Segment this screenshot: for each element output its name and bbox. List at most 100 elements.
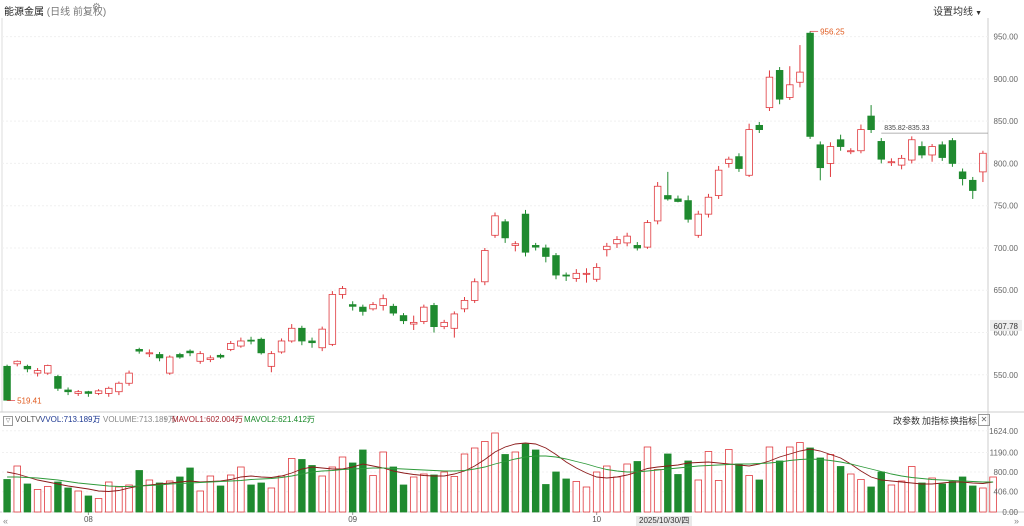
volume-bar (23, 483, 32, 513)
volume-bar (847, 473, 855, 513)
volume-bar (684, 460, 692, 513)
candle-body (562, 274, 570, 277)
volume-bar (857, 479, 865, 513)
volume-arrow-icon: ↑ (163, 415, 167, 424)
candle-body (318, 328, 326, 349)
low-label: 519.41 (17, 397, 42, 406)
switch-indicator-button[interactable]: 换指标 (950, 416, 978, 426)
price-tick-label: 650.00 (994, 286, 1019, 295)
candle-body (542, 247, 550, 257)
change-params-button[interactable]: 改参数 (893, 416, 921, 426)
candle-body (84, 391, 93, 394)
volv-label: VOLTV (15, 415, 41, 424)
gear-icon[interactable]: ⚙ (92, 2, 101, 13)
candle-body (664, 195, 672, 200)
candle-body (552, 255, 560, 276)
volume-bar (806, 447, 814, 513)
volume-bar (826, 454, 835, 513)
volume-bar (887, 484, 896, 513)
volume-bar (54, 481, 62, 513)
volume-bar (664, 453, 672, 513)
mavol2-arrow-icon: ↑ (306, 415, 310, 424)
candle-body (44, 365, 52, 374)
candle-body (145, 352, 154, 355)
candle-body (704, 196, 713, 215)
price-tick-label: 550.00 (994, 371, 1019, 380)
price-tick-label: 700.00 (994, 244, 1019, 253)
volume-bar (94, 498, 103, 513)
candle-body (216, 354, 225, 358)
volume-bar (237, 466, 245, 513)
candle-body (938, 144, 946, 158)
volume-bar (653, 469, 662, 513)
range-label: 835.82-835.33 (884, 125, 929, 132)
volume-bar (64, 487, 72, 513)
scroll-right-icon[interactable]: » (1014, 516, 1020, 526)
volume-bar (267, 487, 276, 513)
top-bar: 能源金属 (日线 前复权) ⚙ 设置均线 ▼ (0, 0, 1024, 19)
candle-body (572, 272, 581, 279)
volume-bar (511, 451, 520, 513)
volume-bar (796, 442, 804, 513)
candle-body (491, 215, 499, 236)
price-tick-label: 850.00 (994, 117, 1019, 126)
candle-body (287, 327, 296, 342)
candle-body (450, 313, 459, 329)
volume-bar (704, 451, 713, 513)
candle-body (186, 350, 194, 354)
candle-body (460, 299, 469, 310)
volume-bar (633, 461, 642, 513)
volume-bar (694, 479, 703, 513)
candle-body (64, 389, 72, 393)
volume-bar (409, 476, 418, 513)
volume-indicator-bar: VOLTV VVOL:713.189万 ↓ VOLUME:713.189万 ↑ … (0, 413, 1024, 427)
price-tick-label: 950.00 (994, 33, 1019, 42)
candle-body (725, 158, 733, 164)
candle-body (125, 372, 133, 384)
volume-bar (145, 479, 154, 513)
page-title: 能源金属 (日线 前复权) (4, 3, 106, 18)
scroll-left-icon[interactable]: « (3, 516, 9, 526)
candle-body (237, 340, 245, 347)
candle-body (440, 321, 448, 328)
volume-bar (115, 486, 123, 513)
volume-bar (775, 460, 784, 513)
candle-body (33, 370, 42, 374)
candle-body (105, 387, 113, 394)
volume-bar (44, 486, 52, 513)
candle-body (674, 198, 682, 202)
volume-bar (603, 465, 611, 513)
volume-bar (318, 475, 326, 513)
candle-body (826, 146, 835, 164)
volume-bar (247, 484, 255, 513)
volume-bar (196, 490, 204, 513)
vvol-value: VVOL:713.189万 (40, 415, 101, 424)
candle-body (969, 179, 977, 191)
candle-body (420, 306, 428, 322)
candle-body (3, 365, 11, 401)
add-indicator-button[interactable]: 加指标 (922, 416, 950, 426)
set-ma-label: 设置均线 (933, 7, 974, 18)
last-price-box (990, 319, 1022, 331)
candle-body (623, 235, 631, 244)
candle-body (379, 298, 387, 306)
volume-tick-label: 1190.00 (990, 449, 1019, 458)
candle-body (359, 306, 367, 312)
volume-bar (948, 481, 957, 513)
volume-bar (328, 466, 337, 513)
volume-bar (491, 432, 499, 513)
collapse-icon[interactable]: ▽ (3, 416, 13, 426)
mavol1-arrow-icon: ↑ (234, 415, 238, 424)
volume-bar (359, 449, 367, 513)
set-ma-button[interactable]: 设置均线 ▼ (933, 3, 982, 18)
volume-bar (84, 495, 93, 513)
volume-bar (542, 484, 550, 513)
month-label: 10 (592, 515, 601, 524)
volume-bar (786, 446, 794, 513)
candle-body (897, 157, 906, 166)
candle-body (481, 250, 489, 283)
volume-bar (135, 470, 143, 513)
candle-body (816, 144, 824, 169)
close-icon[interactable]: ✕ (978, 414, 990, 426)
